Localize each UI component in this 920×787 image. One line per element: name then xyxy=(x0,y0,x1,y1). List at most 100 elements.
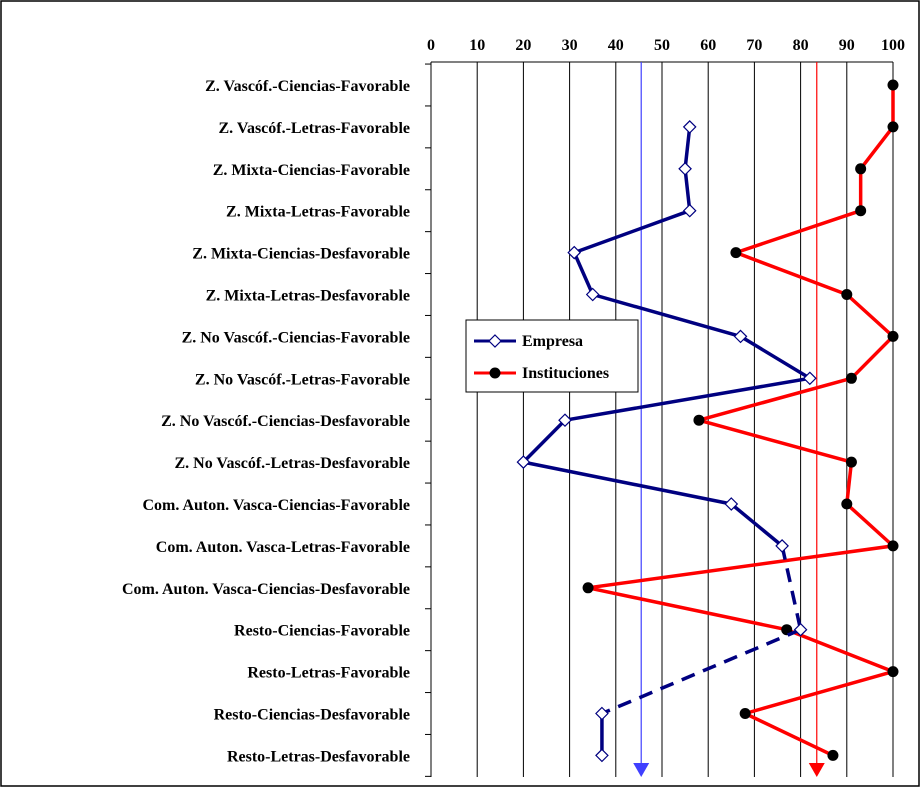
series-segment-empresa xyxy=(780,545,803,631)
series-segment-empresa xyxy=(729,502,784,548)
series-segment-instituciones xyxy=(845,292,895,339)
data-point-empresa xyxy=(585,287,600,302)
series-segment-instituciones xyxy=(743,669,895,716)
series-segment-empresa xyxy=(572,208,692,255)
series-segment-instituciones xyxy=(845,502,895,548)
series-segment-instituciones xyxy=(586,544,895,590)
x-axis-ticks: 0 10 20 30 40 50 60 70 80 90 100 xyxy=(427,37,905,54)
data-point-empresa xyxy=(595,748,609,763)
series-segment-instituciones xyxy=(743,711,835,758)
category-label: Z. Vascóf.-Letras-Favorable xyxy=(218,120,410,137)
series-segment-instituciones xyxy=(697,376,854,422)
x-tick-label-50: 50 xyxy=(654,37,670,54)
data-point-empresa xyxy=(775,539,789,553)
x-tick-label-100: 100 xyxy=(881,37,905,54)
legend-marker-instituciones xyxy=(489,367,501,379)
data-point-empresa xyxy=(802,371,817,386)
series-segment-empresa xyxy=(601,628,802,716)
category-label: Com. Auton. Vasca-Ciencias-Desfavorable xyxy=(122,581,410,598)
category-label: Z. Mixta-Letras-Favorable xyxy=(226,204,410,221)
legend: Empresa Instituciones xyxy=(465,319,639,393)
x-tick-label-60: 60 xyxy=(700,37,716,54)
reference-lines xyxy=(633,62,825,777)
x-tick-label-0: 0 xyxy=(427,37,435,54)
data-point-empresa xyxy=(558,413,572,428)
data-point-instituciones xyxy=(841,498,853,510)
data-point-instituciones xyxy=(845,456,857,468)
data-point-empresa xyxy=(567,245,582,260)
data-point-instituciones xyxy=(781,624,793,636)
data-point-empresa xyxy=(793,622,808,637)
category-label: Z. No Vascóf.-Letras-Favorable xyxy=(195,371,410,388)
category-label: Z. Mixta-Ciencias-Favorable xyxy=(213,162,410,179)
series-segment-empresa xyxy=(590,292,743,339)
series-segment-instituciones xyxy=(586,586,789,632)
data-point-instituciones xyxy=(887,330,899,342)
legend-label-empresa: Empresa xyxy=(522,333,583,350)
data-point-instituciones xyxy=(841,289,853,300)
data-point-instituciones xyxy=(693,414,705,426)
category-labels: Z. Vascóf.-Ciencias-Favorable Z. Vascóf.-… xyxy=(122,78,410,765)
data-point-instituciones xyxy=(845,372,857,384)
series-segment-instituciones xyxy=(734,250,849,297)
series-segment-instituciones xyxy=(845,460,854,506)
x-tick-label-30: 30 xyxy=(562,37,578,54)
series-segment-empresa xyxy=(563,376,812,422)
gridlines xyxy=(425,61,894,777)
data-point-instituciones xyxy=(855,205,867,217)
data-point-instituciones xyxy=(887,79,899,91)
data-point-empresa xyxy=(733,329,748,344)
category-label: Z. No Vascóf.-Letras-Desfavorable xyxy=(174,455,410,472)
series-segment-empresa xyxy=(572,250,595,297)
x-tick-label-70: 70 xyxy=(746,37,762,54)
category-label: Z. Mixta-Ciencias-Desfavorable xyxy=(192,246,410,263)
data-point-instituciones xyxy=(739,708,751,719)
x-tick-label-80: 80 xyxy=(793,37,809,54)
series-segment-instituciones xyxy=(734,208,863,255)
series-segment-instituciones xyxy=(858,125,895,171)
category-label: Resto-Ciencias-Favorable xyxy=(234,623,410,640)
legend-marker-empresa xyxy=(488,334,502,348)
series-segment-empresa xyxy=(521,460,734,506)
series-segment-empresa xyxy=(521,418,567,464)
series-segment-empresa xyxy=(683,167,692,213)
legend-label-instituciones: Instituciones xyxy=(522,365,609,382)
category-label: Resto-Letras-Desfavorable xyxy=(227,748,410,765)
data-point-instituciones xyxy=(855,163,867,175)
data-point-empresa xyxy=(682,203,697,218)
series-segment-empresa xyxy=(738,334,812,381)
category-label: Resto-Ciencias-Desfavorable xyxy=(214,707,410,724)
data-point-instituciones xyxy=(887,666,899,678)
category-label: Com. Auton. Vasca-Ciencias-Favorable xyxy=(142,497,410,514)
reference-arrow-1 xyxy=(808,763,825,777)
series xyxy=(516,79,899,763)
x-tick-label-40: 40 xyxy=(608,37,624,54)
series-segment-instituciones xyxy=(697,418,854,464)
data-point-instituciones xyxy=(582,582,594,594)
data-point-instituciones xyxy=(827,749,839,761)
data-point-empresa xyxy=(595,706,609,721)
data-point-instituciones xyxy=(887,121,899,133)
data-point-empresa xyxy=(682,120,697,134)
data-point-instituciones xyxy=(887,540,899,552)
x-tick-label-10: 10 xyxy=(469,37,485,54)
category-label: Z. Mixta-Letras-Desfavorable xyxy=(206,288,410,305)
category-label: Com. Auton. Vasca-Letras-Favorable xyxy=(156,539,410,556)
category-label: Z. No Vascóf.-Ciencias-Favorable xyxy=(182,329,410,346)
series-segment-instituciones xyxy=(784,627,895,674)
reference-arrow-0 xyxy=(633,763,650,777)
data-point-empresa xyxy=(678,161,692,176)
x-tick-label-20: 20 xyxy=(515,37,531,54)
category-label: Z. No Vascóf.-Ciencias-Desfavorable xyxy=(161,413,410,430)
series-segment-instituciones xyxy=(849,334,895,381)
series-segment-empresa xyxy=(683,125,692,171)
legend-box xyxy=(465,319,639,393)
x-tick-label-90: 90 xyxy=(839,37,855,54)
data-point-empresa xyxy=(516,455,531,469)
data-point-empresa xyxy=(724,497,739,511)
category-label: Z. Vascóf.-Ciencias-Favorable xyxy=(205,78,410,95)
category-label: Resto-Letras-Favorable xyxy=(247,665,410,682)
data-point-instituciones xyxy=(730,247,742,259)
